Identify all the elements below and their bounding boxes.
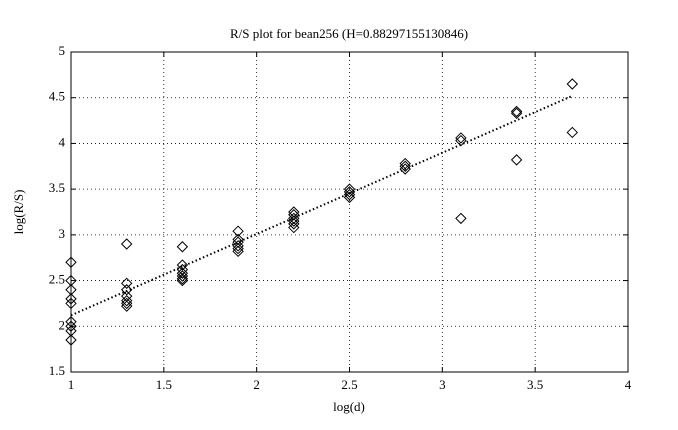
point — [176, 259, 189, 271]
x-tick-label: 1 — [68, 377, 75, 392]
point — [455, 132, 467, 144]
point — [232, 236, 244, 248]
point — [65, 293, 77, 305]
y-tick-label: 4 — [59, 134, 66, 149]
point — [232, 242, 244, 255]
point — [65, 297, 77, 310]
point — [288, 218, 300, 230]
point — [65, 325, 77, 337]
y-tick-label: 5 — [59, 43, 66, 58]
point — [288, 221, 300, 234]
point — [120, 284, 133, 296]
point — [343, 183, 356, 195]
y-tick-label: 1.5 — [49, 363, 65, 378]
point — [232, 245, 244, 258]
point — [65, 316, 77, 328]
point — [288, 209, 300, 221]
point — [120, 238, 133, 250]
point — [232, 240, 244, 252]
point — [566, 126, 579, 139]
point — [176, 273, 189, 285]
point — [566, 78, 579, 90]
y-tick-label: 2 — [59, 317, 66, 332]
point — [232, 233, 244, 246]
y-axis-label: log(R/S) — [11, 190, 26, 235]
point — [120, 297, 133, 310]
point — [65, 256, 77, 268]
point — [120, 277, 133, 290]
point — [176, 270, 189, 282]
point — [65, 284, 77, 296]
x-tick-label: 2.5 — [341, 377, 357, 392]
point — [510, 154, 523, 166]
x-tick-label: 3.5 — [527, 377, 543, 392]
point — [288, 215, 300, 227]
x-tick-label: 2 — [253, 377, 260, 392]
point — [176, 274, 189, 287]
chart-title: R/S plot for bean256 (H=0.88297155130846… — [230, 26, 468, 41]
point — [120, 300, 133, 312]
point — [288, 212, 300, 225]
point — [399, 160, 411, 172]
x-axis-label: log(d) — [333, 399, 365, 414]
y-tick-label: 4.5 — [49, 89, 65, 104]
point — [65, 320, 77, 332]
plot-frame — [70, 51, 629, 373]
y-tick-label: 2.5 — [49, 272, 65, 287]
point — [455, 212, 467, 225]
fit-line — [70, 94, 573, 317]
point — [176, 267, 189, 279]
y-tick-label: 3 — [59, 226, 66, 241]
point — [176, 263, 189, 276]
point — [510, 107, 523, 119]
point — [343, 186, 356, 198]
y-tick-label: 3.5 — [49, 180, 65, 195]
point — [288, 206, 300, 218]
point — [232, 225, 244, 237]
x-tick-label: 3 — [439, 377, 446, 392]
point — [176, 241, 189, 253]
point — [120, 294, 133, 307]
x-tick-label: 4 — [625, 377, 632, 392]
point — [65, 274, 77, 287]
point — [510, 105, 523, 118]
point — [65, 334, 77, 346]
point — [343, 188, 356, 201]
x-tick-label: 1.5 — [156, 377, 172, 392]
